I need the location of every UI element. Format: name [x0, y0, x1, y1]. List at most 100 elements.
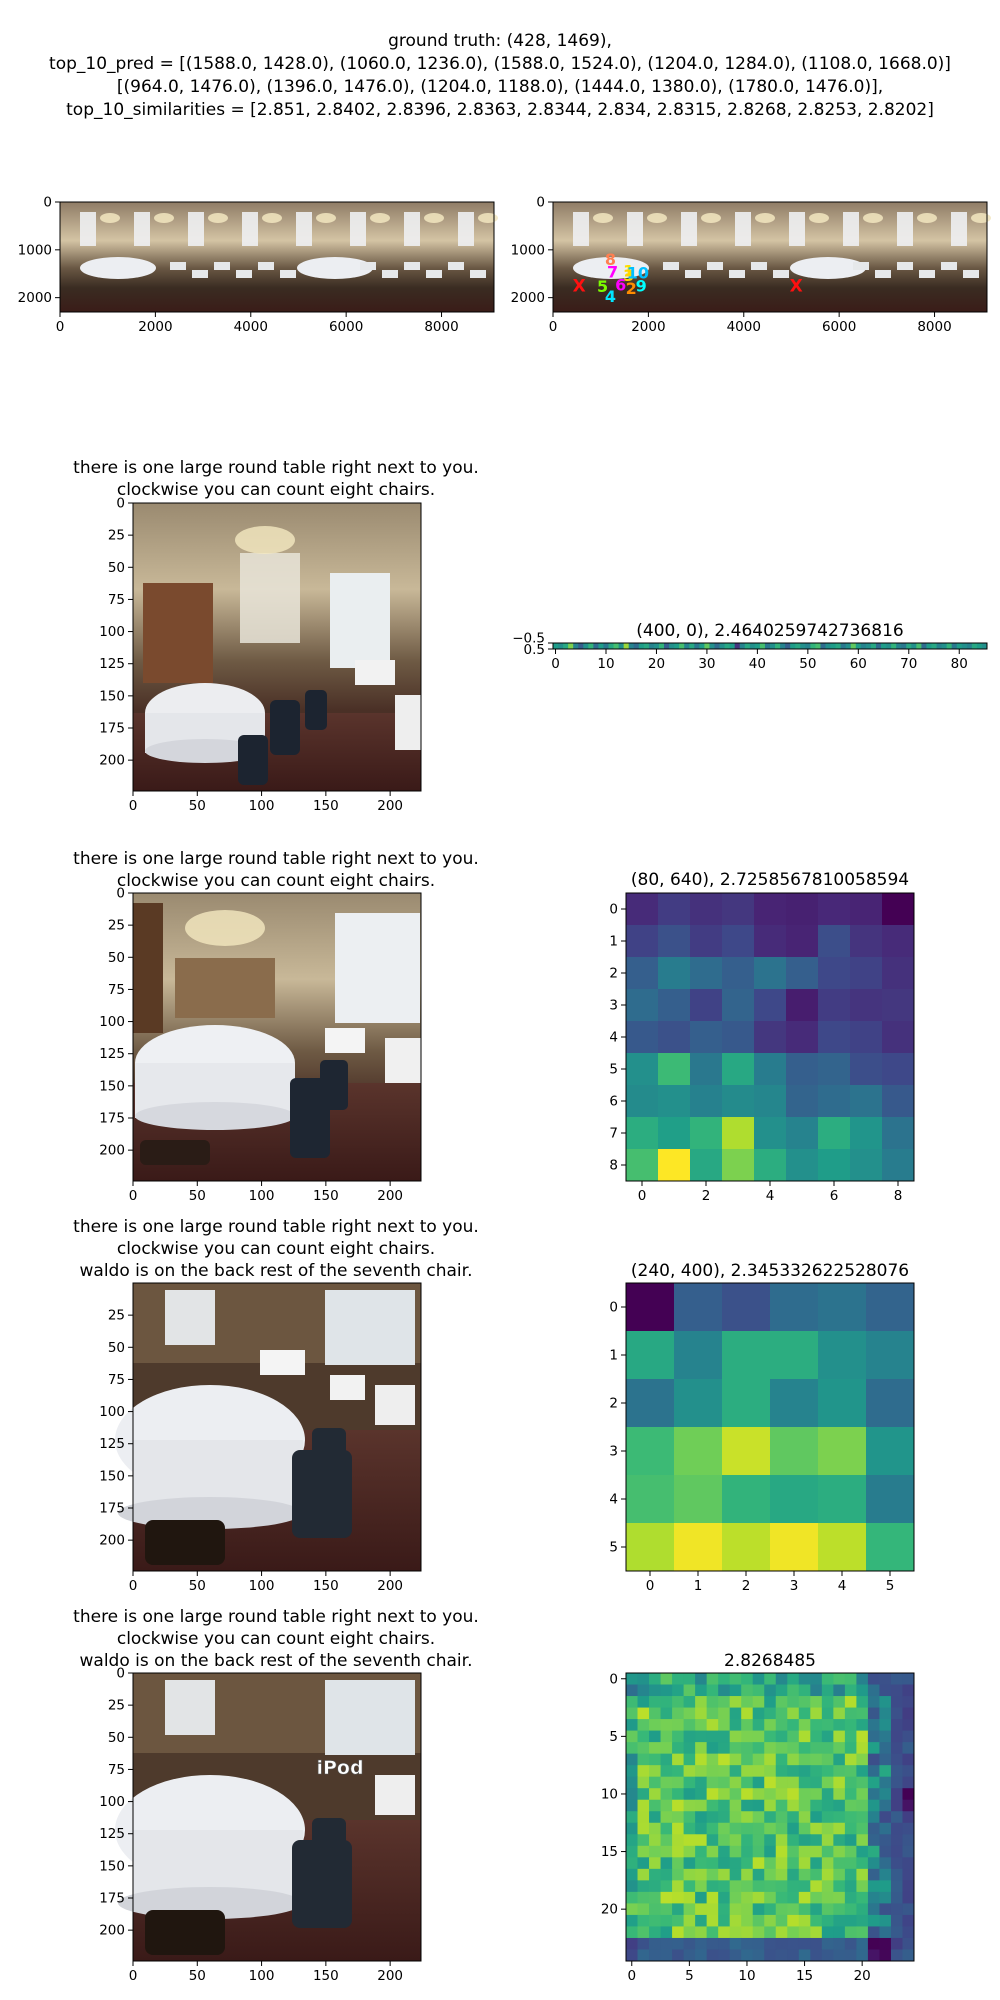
- heatmap-25x25-cell: [764, 1730, 777, 1743]
- strip-heatmap-frame: [552, 642, 988, 650]
- heatmap-25x25-cell: [672, 1868, 685, 1881]
- strip-heatmap-xtick-label: 70: [900, 656, 917, 672]
- heatmap-25x25-cell: [637, 1880, 650, 1893]
- heatmap-25x25-cell: [706, 1834, 719, 1847]
- heatmap-25x25-cell: [821, 1719, 834, 1732]
- panel-heatmap-9x9: (80, 640), 2.7258567810058594 0 2 4 6 8 0 1 2 3 4…: [609, 870, 915, 1204]
- heatmap-25x25-cell: [810, 1684, 823, 1697]
- heatmap-25x25-cell: [637, 1811, 650, 1824]
- strip-heatmap-cell: [810, 643, 816, 649]
- heatmap-25x25-cell: [660, 1765, 673, 1778]
- strip-heatmap-cell: [956, 643, 963, 649]
- heatmap-6x6-cell: [626, 1427, 675, 1476]
- heatmap-25x25-cell: [856, 1822, 869, 1835]
- heatmap-6x6-cell: [674, 1331, 723, 1380]
- heatmap-25x25-cell: [775, 1730, 788, 1743]
- view-4-ytick-label: 100: [99, 1794, 125, 1810]
- heatmap-25x25-cell: [729, 1822, 742, 1835]
- heatmap-25x25-cell: [695, 1937, 708, 1950]
- strip-heatmap-cell: [941, 643, 948, 649]
- strip-heatmap-cell: [845, 643, 852, 649]
- strip-heatmap-cell: [684, 643, 690, 649]
- view-2-xtick-label: 50: [189, 1188, 206, 1204]
- heatmap-6x6-cell: [818, 1427, 867, 1476]
- heatmap-25x25-cell: [787, 1673, 800, 1686]
- heatmap-25x25-cell: [660, 1868, 673, 1881]
- heatmap-25x25-cell: [637, 1949, 650, 1962]
- heatmap-25x25-cell: [787, 1811, 800, 1824]
- heatmap-25x25-cell: [752, 1707, 765, 1720]
- heatmap-25x25-cell: [787, 1949, 800, 1962]
- heatmap-25x25-cell: [844, 1696, 857, 1709]
- heatmap-25x25-cell: [660, 1949, 673, 1962]
- heatmap-25x25-cell: [706, 1868, 719, 1881]
- heatmap-25x25-cell: [821, 1845, 834, 1858]
- heatmap-25x25-cell: [695, 1880, 708, 1893]
- heatmap-9x9-cell: [722, 1117, 755, 1150]
- heatmap-9x9-cell: [818, 1021, 851, 1054]
- heatmap-25x25-cell: [672, 1926, 685, 1939]
- strip-heatmap-cell: [764, 643, 771, 649]
- heatmap-25x25-cell: [741, 1903, 754, 1916]
- heatmap-25x25-cell: [741, 1696, 754, 1709]
- heatmap-25x25-cell: [879, 1673, 892, 1686]
- panorama-window: [458, 212, 474, 246]
- heatmap-25x25-cell: [856, 1811, 869, 1824]
- heatmap-25x25-cell: [660, 1937, 673, 1950]
- heatmap-6x6-ytick-label: 1: [609, 1348, 618, 1364]
- view-2-ytick-label: 0: [116, 886, 125, 902]
- heatmap-25x25-cell: [867, 1719, 880, 1732]
- heatmap-9x9-cell: [786, 925, 819, 958]
- heatmap-9x9-cell: [882, 1117, 915, 1150]
- heatmap-25x25-cell: [856, 1880, 869, 1893]
- heatmap-25x25-cell: [844, 1937, 857, 1950]
- heatmap-25x25-cell: [729, 1903, 742, 1916]
- panorama-chandelier: [863, 213, 883, 223]
- strip-heatmap-cell: [578, 643, 584, 649]
- heatmap-9x9-cell: [754, 1085, 787, 1118]
- heatmap-25x25-cell: [718, 1753, 731, 1766]
- heatmap-25x25-cell: [683, 1684, 696, 1697]
- heatmap-25x25-cell: [729, 1765, 742, 1778]
- heatmap-25x25-cell: [718, 1857, 731, 1870]
- heatmap-25x25-cell: [706, 1811, 719, 1824]
- heatmap-25x25-cell: [706, 1822, 719, 1835]
- heatmap-25x25-cell: [672, 1799, 685, 1812]
- panorama-2-frame: [552, 201, 988, 313]
- heatmap-25x25-cell: [752, 1696, 765, 1709]
- heatmap-9x9-cell: [722, 957, 755, 990]
- heatmap-25x25-cell: [718, 1788, 731, 1801]
- view-1-xtick-label: 200: [377, 798, 403, 814]
- heatmap-25x25-cell: [775, 1857, 788, 1870]
- heatmap-9x9-cell: [690, 1117, 723, 1150]
- heatmap-6x6-cell: [770, 1379, 819, 1428]
- heatmap-25x25-cell: [810, 1903, 823, 1916]
- view-3-image: [115, 1283, 421, 1571]
- heatmap-25x25-cell: [890, 1707, 903, 1720]
- heatmap-25x25-cell: [867, 1776, 880, 1789]
- heatmap-25x25-cell: [695, 1765, 708, 1778]
- heatmap-25x25-cell: [637, 1788, 650, 1801]
- heatmap-25x25-cell: [902, 1684, 915, 1697]
- heatmap-25x25-title: 2.8268485: [724, 1651, 816, 1671]
- heatmap-25x25-cell: [902, 1742, 915, 1755]
- heatmap-25x25-cell: [649, 1707, 662, 1720]
- heatmap-6x6-ytick-label: 5: [609, 1540, 618, 1556]
- heatmap-9x9-cell: [850, 1085, 883, 1118]
- header-line-3: [(964.0, 1476.0), (1396.0, 1476.0), (120…: [117, 77, 883, 97]
- view-4-xtick-label: 100: [249, 1968, 275, 1984]
- heatmap-25x25-cell: [798, 1834, 811, 1847]
- strip-heatmap-cell: [633, 643, 640, 649]
- strip-heatmap-xtick-label: 50: [799, 656, 816, 672]
- panorama-2-xtick-label: 6000: [822, 319, 856, 335]
- heatmap-25x25-cell: [706, 1730, 719, 1743]
- heatmap-25x25-xtick-label: 10: [738, 1968, 755, 1984]
- heatmap-9x9-cell: [786, 1149, 819, 1182]
- heatmap-25x25-cell: [798, 1719, 811, 1732]
- heatmap-25x25-cell: [879, 1707, 892, 1720]
- heatmap-9x9-cell: [882, 957, 915, 990]
- heatmap-25x25-cell: [787, 1834, 800, 1847]
- heatmap-6x6-cell: [770, 1283, 819, 1332]
